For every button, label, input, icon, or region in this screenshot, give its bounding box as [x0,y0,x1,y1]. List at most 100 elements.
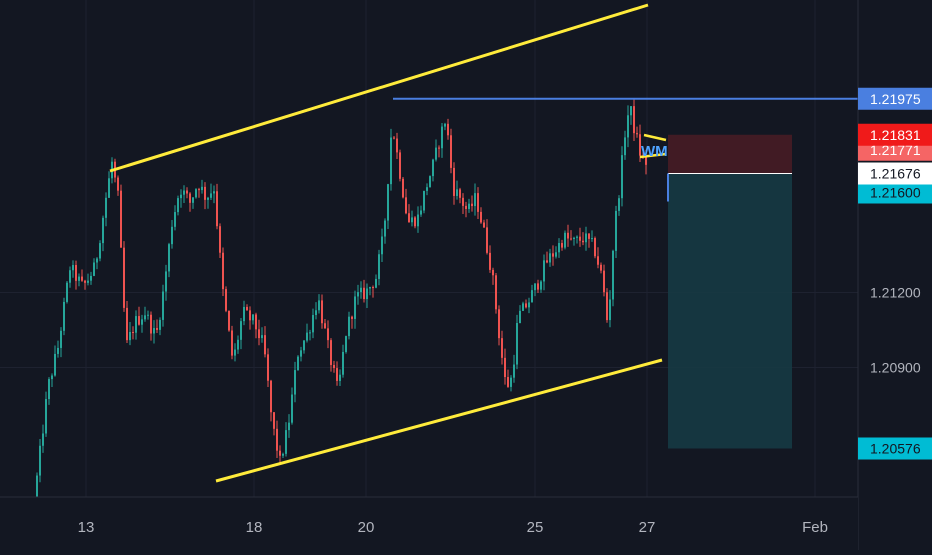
candle-down [81,276,83,281]
candle-up [417,214,419,227]
price-tag-target-bg [858,437,932,460]
candle-down [393,137,395,139]
candle-up [360,287,362,293]
time-tick-label: 18 [246,519,263,536]
candle-down [222,252,224,290]
candle-up [45,399,47,434]
candle-up [282,453,284,456]
candle-down [120,190,122,248]
candle-up [192,197,194,203]
candle-down [156,328,158,330]
candle-up [510,377,512,387]
channel-upper-line[interactable] [109,3,649,173]
candle-up [528,302,530,308]
price-tag-current: 1.21676 [870,166,921,182]
candle-up [576,236,578,238]
candle-down [321,300,323,324]
candle-up [543,260,545,282]
candle-down [219,226,221,253]
price-tag-target: 1.20576 [870,441,921,457]
candle-up [564,232,566,248]
candle-up [615,210,617,251]
candle-up [168,244,170,272]
candle-down [453,167,455,196]
price-tag-resistance: 1.21975 [870,91,921,107]
candle-up [129,331,131,341]
candle-down [228,310,230,331]
candle-up [87,280,89,283]
time-axis[interactable]: 13 18 20 25 27 Feb [0,496,858,550]
price-axis[interactable]: 1.212001.209001.216001.217711.219751.218… [857,0,932,550]
candle-down [279,450,281,456]
candle-up [522,303,524,311]
candle-up [240,321,242,340]
candle-up [63,301,65,331]
candle-up [300,350,302,357]
candle-down [405,197,407,214]
candle-up [513,364,515,378]
candle-up [51,375,53,380]
candle-down [396,138,398,153]
candle-down [603,270,605,293]
candle-up [42,433,44,446]
candle-up [213,191,215,194]
price-tag-stop-bg [858,123,932,146]
candle-down [645,156,647,165]
stop-loss-zone[interactable] [668,134,792,174]
wedge-lower-line[interactable] [639,152,667,159]
candle-down [273,412,275,429]
candle-up [345,336,347,352]
candle-up [303,340,305,351]
price-axis-background [858,0,932,550]
candle-up [585,233,587,243]
candle-up [339,374,341,381]
channel-lower-line[interactable] [215,358,663,483]
candle-up [105,197,107,218]
candle-down [486,227,488,253]
candle-up [474,193,476,207]
candle-up [234,349,236,356]
candle-up [375,278,377,288]
candle-down [267,354,269,381]
candle-down [216,191,218,227]
candle-down [246,306,248,311]
candle-down [351,316,353,319]
candle-up [318,300,320,311]
candle-down [636,133,638,135]
candle-up [108,178,110,198]
price-tag-hidden-cyan-bg [858,181,932,204]
candle-up [201,186,203,191]
candle-down [504,357,506,378]
candle-down [588,233,590,239]
candle-down [231,330,233,356]
candle-up [612,250,614,300]
candle-up [516,323,518,365]
candle-down [594,238,596,257]
candle-up [558,243,560,253]
candle-up [165,271,167,292]
candle-down [561,243,563,248]
candle-down [438,147,440,149]
candle-up [429,176,431,188]
candle-down [330,340,332,365]
candle-down [606,292,608,321]
candle-down [489,252,491,270]
candle-down [483,222,485,228]
candle-up [39,445,41,476]
candle-up [66,282,68,302]
candle-down [507,377,509,387]
candlestick-series [36,99,647,509]
candle-down [501,338,503,358]
candle-up [555,252,557,257]
candle-up [381,236,383,255]
wedge-upper-line[interactable] [643,133,667,142]
take-profit-zone[interactable] [668,173,792,449]
candle-down [582,240,584,243]
time-tick-label: 20 [358,519,375,536]
candle-up [540,281,542,290]
candle-up [315,310,317,316]
candle-up [357,292,359,297]
